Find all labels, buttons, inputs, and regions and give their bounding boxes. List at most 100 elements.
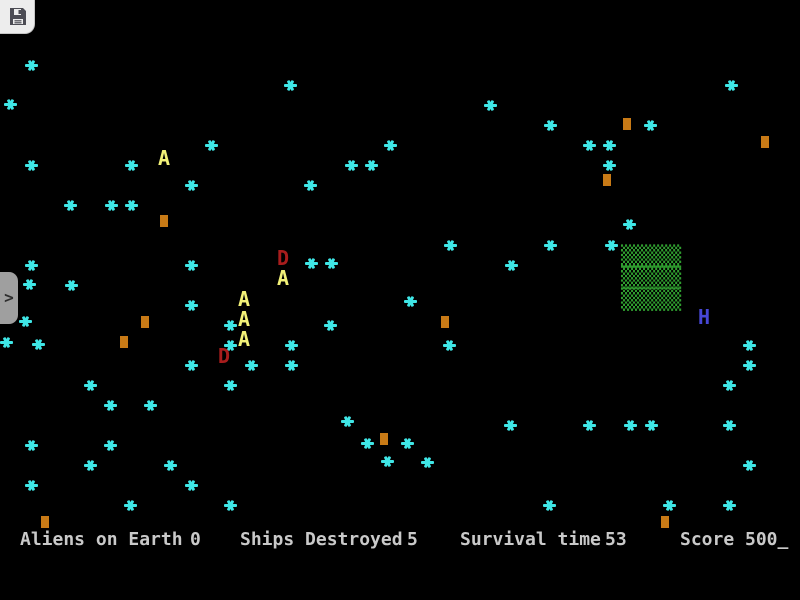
star-icon <box>743 459 756 472</box>
star-icon <box>185 179 198 192</box>
star-icon <box>605 239 618 252</box>
debris-block <box>661 516 669 528</box>
status-label: Ships Destroyed <box>240 529 403 550</box>
star-icon <box>124 499 137 512</box>
star-icon <box>125 159 138 172</box>
status-value: 500_ <box>745 529 789 550</box>
star-icon <box>603 159 616 172</box>
star-icon <box>104 439 117 452</box>
star-icon <box>444 239 457 252</box>
star-icon <box>125 199 138 212</box>
star-icon <box>4 98 17 111</box>
star-icon <box>404 295 417 308</box>
star-icon <box>725 79 738 92</box>
star-icon <box>23 278 36 291</box>
alien-unit: A <box>277 266 290 290</box>
destroyer-unit: D <box>277 246 290 270</box>
star-icon <box>285 339 298 352</box>
star-icon <box>421 456 434 469</box>
star-icon <box>603 139 616 152</box>
star-icon <box>723 419 736 432</box>
destroyer-unit: D <box>218 344 231 368</box>
star-icon <box>224 499 237 512</box>
debris-block <box>441 316 449 328</box>
star-icon <box>645 419 658 432</box>
star-icon <box>723 499 736 512</box>
status-value: 5 <box>407 529 418 550</box>
drawer-toggle-button[interactable]: > <box>0 272 18 324</box>
status-value: 0 <box>190 529 201 550</box>
debris-block <box>761 136 769 148</box>
star-icon <box>105 199 118 212</box>
debris-block <box>380 433 388 445</box>
star-icon <box>401 437 414 450</box>
status-value: 53 <box>605 529 627 550</box>
star-icon <box>144 399 157 412</box>
star-icon <box>224 379 237 392</box>
star-icon <box>743 339 756 352</box>
alien-unit: A <box>238 307 251 331</box>
debris-block <box>603 174 611 186</box>
debris-block <box>141 316 149 328</box>
star-icon <box>345 159 358 172</box>
star-icon <box>384 139 397 152</box>
debris-block <box>160 215 168 227</box>
star-icon <box>25 259 38 272</box>
star-icon <box>504 419 517 432</box>
star-icon <box>583 419 596 432</box>
star-icon <box>543 499 556 512</box>
star-icon <box>644 119 657 132</box>
star-icon <box>623 218 636 231</box>
star-icon <box>583 139 596 152</box>
star-icon <box>381 455 394 468</box>
star-icon <box>84 379 97 392</box>
star-icon <box>224 319 237 332</box>
star-icon <box>185 479 198 492</box>
green-shade-zone: ▒▒▒▒▒ ▒▒▒▒▒ ▒▒▒▒▒ <box>621 244 682 311</box>
star-icon <box>324 319 337 332</box>
star-icon <box>365 159 378 172</box>
star-icon <box>25 59 38 72</box>
chevron-right-icon: > <box>4 288 14 307</box>
star-icon <box>25 439 38 452</box>
star-icon <box>663 499 676 512</box>
star-icon <box>484 99 497 112</box>
status-label: Aliens on Earth <box>20 529 183 550</box>
debris-block <box>41 516 49 528</box>
star-icon <box>19 315 32 328</box>
star-icon <box>0 336 13 349</box>
human-unit: H <box>698 305 711 329</box>
star-icon <box>65 279 78 292</box>
star-icon <box>32 338 45 351</box>
star-icon <box>723 379 736 392</box>
star-icon <box>64 199 77 212</box>
star-icon <box>341 415 354 428</box>
star-icon <box>25 479 38 492</box>
star-icon <box>505 259 518 272</box>
save-button[interactable] <box>0 0 35 34</box>
star-icon <box>544 239 557 252</box>
star-icon <box>443 339 456 352</box>
star-icon <box>224 339 237 352</box>
alien-unit: A <box>158 146 171 170</box>
alien-unit: A <box>238 287 251 311</box>
star-icon <box>284 79 297 92</box>
debris-block <box>623 118 631 130</box>
star-icon <box>624 419 637 432</box>
star-icon <box>743 359 756 372</box>
star-icon <box>361 437 374 450</box>
star-icon <box>84 459 97 472</box>
star-icon <box>185 359 198 372</box>
star-icon <box>205 139 218 152</box>
alien-unit: A <box>238 327 251 351</box>
star-icon <box>164 459 177 472</box>
star-icon <box>104 399 117 412</box>
star-icon <box>25 159 38 172</box>
status-label: Score <box>680 529 735 550</box>
star-icon <box>285 359 298 372</box>
status-label: Survival time <box>460 529 601 550</box>
star-icon <box>544 119 557 132</box>
star-icon <box>245 359 258 372</box>
